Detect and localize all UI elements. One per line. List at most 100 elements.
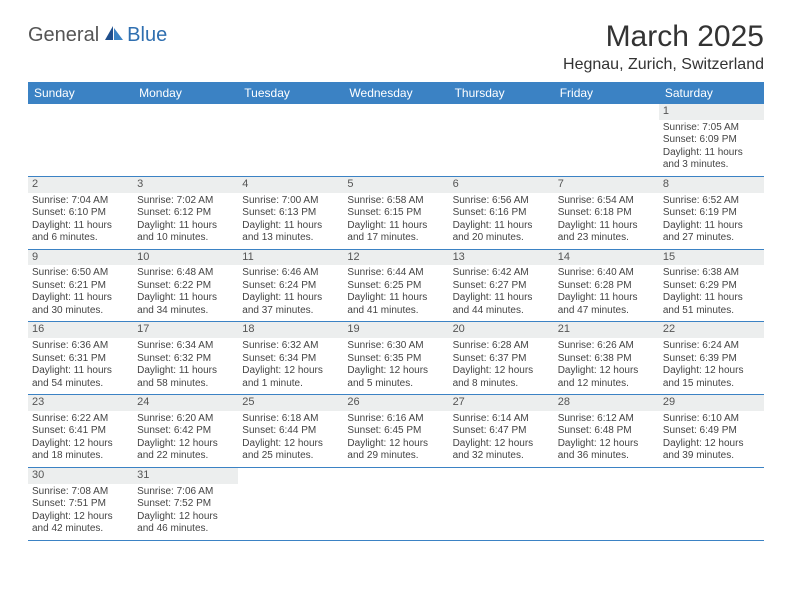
- day-cell: 19Sunrise: 6:30 AMSunset: 6:35 PMDayligh…: [343, 322, 448, 394]
- day-info: Sunrise: 6:10 AMSunset: 6:49 PMDaylight:…: [663, 413, 760, 463]
- sunrise-text: Sunrise: 6:32 AM: [242, 340, 339, 353]
- day-number: [449, 468, 554, 484]
- sunrise-text: Sunrise: 6:20 AM: [137, 413, 234, 426]
- day-info: Sunrise: 6:34 AMSunset: 6:32 PMDaylight:…: [137, 340, 234, 390]
- day-cell: 9Sunrise: 6:50 AMSunset: 6:21 PMDaylight…: [28, 250, 133, 322]
- sunset-text: Sunset: 6:44 PM: [242, 425, 339, 438]
- day-number: 31: [133, 468, 238, 484]
- day-number: 27: [449, 395, 554, 411]
- daylight-text: Daylight: 12 hours and 18 minutes.: [32, 438, 129, 463]
- sunrise-text: Sunrise: 7:08 AM: [32, 486, 129, 499]
- day-info: Sunrise: 6:24 AMSunset: 6:39 PMDaylight:…: [663, 340, 760, 390]
- day-info: Sunrise: 6:30 AMSunset: 6:35 PMDaylight:…: [347, 340, 444, 390]
- day-info: Sunrise: 6:50 AMSunset: 6:21 PMDaylight:…: [32, 267, 129, 317]
- day-number: 4: [238, 177, 343, 193]
- day-number: 16: [28, 322, 133, 338]
- day-number: 12: [343, 250, 448, 266]
- day-cell: 12Sunrise: 6:44 AMSunset: 6:25 PMDayligh…: [343, 250, 448, 322]
- day-cell: 5 Sunrise: 6:58 AMSunset: 6:15 PMDaylight…: [343, 177, 448, 249]
- sunset-text: Sunset: 6:16 PM: [453, 207, 550, 220]
- day-cell: 16Sunrise: 6:36 AMSunset: 6:31 PMDayligh…: [28, 322, 133, 394]
- week-row: 2Sunrise: 7:04 AMSunset: 6:10 PMDaylight…: [28, 177, 764, 250]
- weeks-container: 1Sunrise: 7:05 AMSunset: 6:09 PMDaylight…: [28, 104, 764, 541]
- day-cell: 25Sunrise: 6:18 AMSunset: 6:44 PMDayligh…: [238, 395, 343, 467]
- day-number: 8: [659, 177, 764, 193]
- day-info: Sunrise: 6:14 AMSunset: 6:47 PMDaylight:…: [453, 413, 550, 463]
- sunrise-text: Sunrise: 6:46 AM: [242, 267, 339, 280]
- day-info: Sunrise: 6:12 AMSunset: 6:48 PMDaylight:…: [558, 413, 655, 463]
- sunrise-text: Sunrise: 6:26 AM: [558, 340, 655, 353]
- month-title: March 2025: [563, 20, 764, 54]
- calendar-page: General Blue March 2025 Hegnau, Zurich, …: [0, 0, 792, 561]
- day-cell: [28, 104, 133, 176]
- sunset-text: Sunset: 6:27 PM: [453, 280, 550, 293]
- day-number: [554, 104, 659, 120]
- sunrise-text: Sunrise: 6:14 AM: [453, 413, 550, 426]
- day-number: [343, 468, 448, 484]
- day-cell: 26Sunrise: 6:16 AMSunset: 6:45 PMDayligh…: [343, 395, 448, 467]
- week-row: 23Sunrise: 6:22 AMSunset: 6:41 PMDayligh…: [28, 395, 764, 468]
- sunrise-text: Sunrise: 7:05 AM: [663, 122, 760, 135]
- sunrise-text: Sunrise: 6:18 AM: [242, 413, 339, 426]
- day-cell: [238, 104, 343, 176]
- sunrise-text: Sunrise: 7:04 AM: [32, 195, 129, 208]
- sunset-text: Sunset: 6:48 PM: [558, 425, 655, 438]
- sunrise-text: Sunrise: 7:00 AM: [242, 195, 339, 208]
- day-number: 24: [133, 395, 238, 411]
- day-number: [133, 104, 238, 120]
- day-cell: 20Sunrise: 6:28 AMSunset: 6:37 PMDayligh…: [449, 322, 554, 394]
- day-cell: [449, 104, 554, 176]
- day-cell: 28 Sunrise: 6:12 AMSunset: 6:48 PMDayligh…: [554, 395, 659, 467]
- daylight-text: Daylight: 12 hours and 46 minutes.: [137, 511, 234, 536]
- daylight-text: Daylight: 12 hours and 25 minutes.: [242, 438, 339, 463]
- sunset-text: Sunset: 6:47 PM: [453, 425, 550, 438]
- week-row: 30 Sunrise: 7:08 AMSunset: 7:51 PM Dayligh…: [28, 468, 764, 541]
- sunset-text: Sunset: 6:39 PM: [663, 353, 760, 366]
- sunrise-text: Sunrise: 6:58 AM: [347, 195, 444, 208]
- title-block: March 2025 Hegnau, Zurich, Switzerland: [563, 20, 764, 74]
- day-info: Sunrise: 6:18 AMSunset: 6:44 PMDaylight:…: [242, 413, 339, 463]
- daylight-text: Daylight: 12 hours and 8 minutes.: [453, 365, 550, 390]
- sunset-text: Sunset: 6:12 PM: [137, 207, 234, 220]
- day-number: 30: [28, 468, 133, 484]
- sunset-text: Sunset: 7:51 PM: [32, 498, 129, 511]
- sunset-text: Sunset: 6:35 PM: [347, 353, 444, 366]
- sunset-text: Sunset: 6:29 PM: [663, 280, 760, 293]
- daylight-text: Daylight: 11 hours and 51 minutes.: [663, 292, 760, 317]
- brand-logo: General Blue: [28, 24, 167, 47]
- day-info: Sunrise: 6:20 AMSunset: 6:42 PMDaylight:…: [137, 413, 234, 463]
- day-number: 5: [343, 177, 448, 193]
- daylight-text: Daylight: 11 hours and 30 minutes.: [32, 292, 129, 317]
- sunset-text: Sunset: 6:32 PM: [137, 353, 234, 366]
- daylight-text: Daylight: 12 hours and 12 minutes.: [558, 365, 655, 390]
- day-cell: [343, 104, 448, 176]
- sunrise-text: Sunrise: 6:16 AM: [347, 413, 444, 426]
- daylight-text: Daylight: 11 hours and 27 minutes.: [663, 220, 760, 245]
- sunrise-text: Sunrise: 6:56 AM: [453, 195, 550, 208]
- day-number: 2: [28, 177, 133, 193]
- day-number: [659, 468, 764, 484]
- daylight-text: Daylight: 11 hours and 23 minutes.: [558, 220, 655, 245]
- day-number: 21: [554, 322, 659, 338]
- day-cell: 27 Sunrise: 6:14 AMSunset: 6:47 PMDayligh…: [449, 395, 554, 467]
- day-number: 28: [554, 395, 659, 411]
- week-row: 1Sunrise: 7:05 AMSunset: 6:09 PMDaylight…: [28, 104, 764, 177]
- sunrise-text: Sunrise: 6:10 AM: [663, 413, 760, 426]
- day-cell: [133, 104, 238, 176]
- daylight-text: Daylight: 11 hours and 37 minutes.: [242, 292, 339, 317]
- day-info: Sunrise: 6:32 AMSunset: 6:34 PMDaylight:…: [242, 340, 339, 390]
- day-number: 7: [554, 177, 659, 193]
- day-cell: 3Sunrise: 7:02 AMSunset: 6:12 PMDaylight…: [133, 177, 238, 249]
- day-number: 10: [133, 250, 238, 266]
- day-info: Sunrise: 7:06 AMSunset: 7:52 PMDaylight:…: [137, 486, 234, 536]
- day-info: Sunrise: 6:58 AMSunset: 6:15 PMDaylight:…: [347, 195, 444, 245]
- day-number: 18: [238, 322, 343, 338]
- day-number: 29: [659, 395, 764, 411]
- day-cell: 11Sunrise: 6:46 AMSunset: 6:24 PMDayligh…: [238, 250, 343, 322]
- day-cell: 22Sunrise: 6:24 AMSunset: 6:39 PMDayligh…: [659, 322, 764, 394]
- sunset-text: Sunset: 6:34 PM: [242, 353, 339, 366]
- weekday-header: Wednesday: [343, 82, 448, 104]
- day-cell: [659, 468, 764, 540]
- sunrise-text: Sunrise: 6:40 AM: [558, 267, 655, 280]
- sail-icon: [103, 24, 125, 47]
